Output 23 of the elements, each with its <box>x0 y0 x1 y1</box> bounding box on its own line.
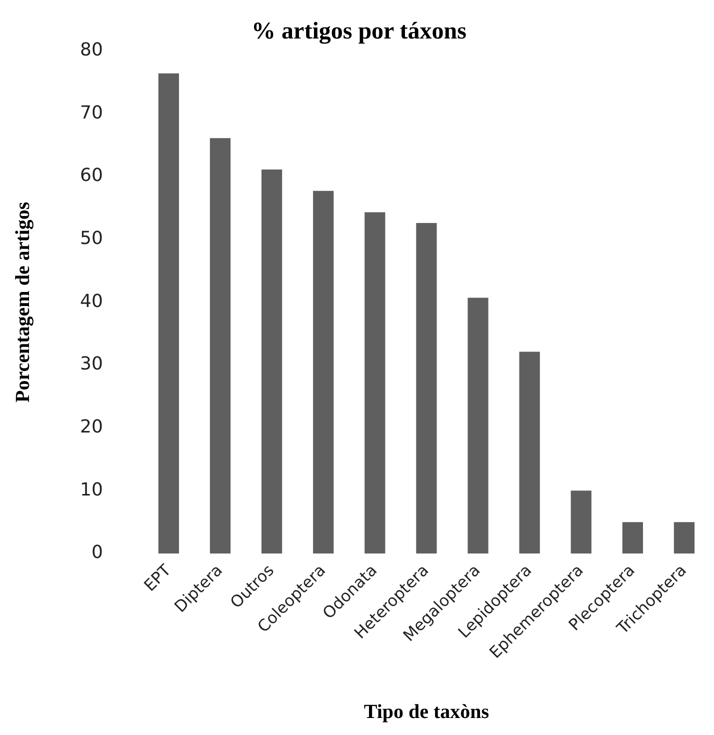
bar <box>364 212 386 554</box>
y-tick-label: 30 <box>80 354 103 375</box>
y-tick-label: 80 <box>80 39 103 60</box>
bar <box>622 522 643 554</box>
bar <box>158 73 179 554</box>
bar <box>210 138 231 554</box>
y-tick-label: 50 <box>80 228 103 249</box>
bar <box>313 190 334 554</box>
y-tick-label: 40 <box>80 290 103 312</box>
bar <box>468 298 488 554</box>
y-tick-label: 20 <box>80 416 103 438</box>
y-tick-label: 70 <box>80 102 103 124</box>
bar <box>261 170 282 554</box>
chart-title: % artigos por táxons <box>252 18 466 45</box>
x-axis-title: Tipo de taxòns <box>364 701 490 724</box>
y-tick-label: 0 <box>91 542 103 564</box>
bar <box>416 222 437 554</box>
y-axis-title: Porcentagem de artigos <box>12 202 34 402</box>
y-tick-label: 60 <box>80 165 103 186</box>
bar <box>519 352 540 554</box>
y-tick-label: 10 <box>80 479 103 500</box>
bar <box>570 490 592 554</box>
bar <box>674 522 695 554</box>
